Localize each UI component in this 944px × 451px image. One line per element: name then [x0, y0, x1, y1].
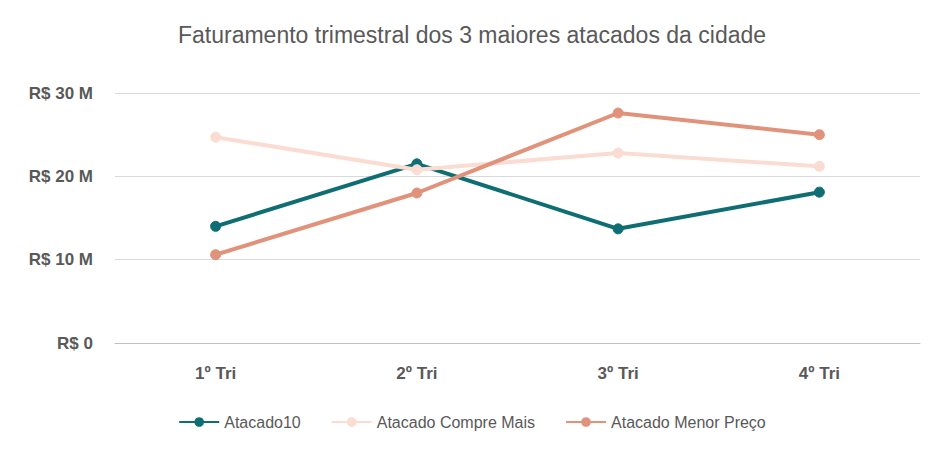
svg-text:3º Tri: 3º Tri: [598, 364, 639, 383]
svg-text:R$ 20 M: R$ 20 M: [29, 167, 93, 186]
svg-text:Atacado Menor Preço: Atacado Menor Preço: [611, 414, 766, 431]
svg-text:Atacado Compre Mais: Atacado Compre Mais: [377, 414, 535, 431]
svg-text:Faturamento trimestral dos 3 m: Faturamento trimestral dos 3 maiores ata…: [178, 22, 766, 48]
svg-text:1º Tri: 1º Tri: [195, 364, 236, 383]
svg-text:R$ 10 M: R$ 10 M: [29, 250, 93, 269]
svg-text:R$ 30 M: R$ 30 M: [29, 84, 93, 103]
svg-text:2º Tri: 2º Tri: [396, 364, 437, 383]
svg-text:R$ 0: R$ 0: [57, 334, 93, 353]
svg-text:Atacado10: Atacado10: [224, 414, 301, 431]
svg-text:4º Tri: 4º Tri: [799, 364, 840, 383]
